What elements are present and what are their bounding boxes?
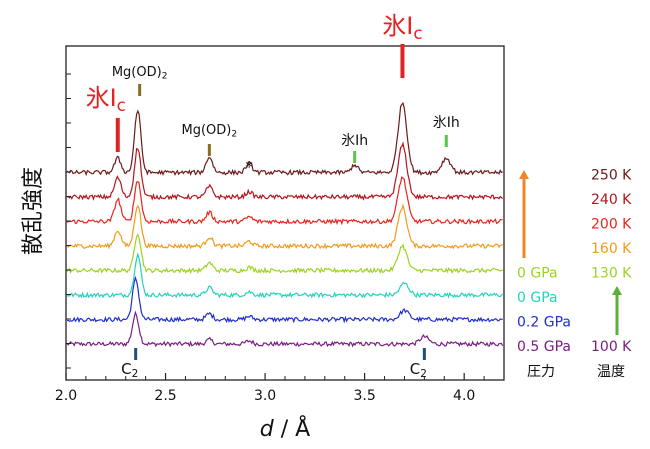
x-tick-label: 2.5 (154, 388, 176, 404)
x-tick-label: 4.0 (453, 388, 475, 404)
series-line-7 (66, 101, 503, 177)
series-line-2 (66, 252, 504, 299)
legend-pressure: 0 GPa (517, 290, 558, 306)
series-line-1 (66, 275, 503, 324)
phase-label-ice-ic: 氷Ic (382, 12, 422, 43)
label-mgod2: Mg(OD)2 (112, 65, 168, 82)
legend-pressure: 0 GPa (517, 266, 558, 282)
label-c2: C2 (410, 360, 427, 380)
impurity-marker: * (245, 158, 253, 176)
y-axis-label: 散乱強度 (21, 167, 46, 255)
traces (66, 101, 504, 348)
legend: 0.5 GPa 100 K 0.2 GPa 0 GPa 0 GPa 130 K 160 K 2… (517, 168, 632, 381)
peak-marker (422, 348, 426, 360)
legend-temperature: 130 K (591, 266, 632, 282)
label-ice-ih: 氷Ih (433, 115, 460, 131)
series-line-6 (66, 141, 504, 201)
peak-marker (134, 348, 138, 360)
label-ice-ih: 氷Ih (341, 133, 368, 149)
series-line-4 (66, 203, 503, 250)
x-tick-label: 3.5 (354, 388, 376, 404)
legend-temperature: 240 K (591, 192, 632, 208)
peak-marker (444, 135, 448, 147)
label-mgod2: Mg(OD)2 (182, 123, 238, 140)
label-c2: C2 (121, 360, 138, 380)
peak-marker (353, 151, 357, 163)
legend-temperature: 100 K (591, 339, 632, 355)
series-line-0 (66, 310, 504, 348)
phase-marker (400, 44, 405, 78)
x-axis-label-italic: d (260, 417, 275, 442)
series-line-3 (66, 233, 503, 275)
legend-temperature: 250 K (591, 168, 632, 184)
phase-label-ice-ic: 氷Ic (86, 84, 126, 115)
annotations: 氷Ic 氷Ic Mg(OD)2 Mg(OD)2 * 氷Ih 氷Ih C2 C2 (86, 12, 460, 380)
legend-pressure: 0.2 GPa (517, 315, 571, 331)
legend-pressure: 0.5 GPa (517, 339, 571, 355)
temperature-arrow-head (612, 286, 622, 295)
peak-marker (138, 84, 142, 96)
axis-ticks: 2.0 2.5 3.0 3.5 4.0 (55, 73, 485, 404)
x-axis-label-rest: / Å (274, 415, 310, 442)
phase-marker (115, 118, 120, 152)
x-tick-label: 3.0 (254, 388, 276, 404)
legend-temperature-header: 温度 (597, 364, 625, 380)
legend-temperature: 160 K (591, 241, 632, 257)
x-tick-label: 2.0 (55, 388, 77, 404)
peak-marker (207, 144, 211, 156)
pressure-arrow-head (519, 170, 529, 179)
series-line-5 (66, 176, 503, 226)
legend-pressure-header: 圧力 (527, 364, 555, 380)
legend-temperature: 200 K (591, 217, 632, 233)
x-axis-label: d / Å (260, 415, 310, 442)
